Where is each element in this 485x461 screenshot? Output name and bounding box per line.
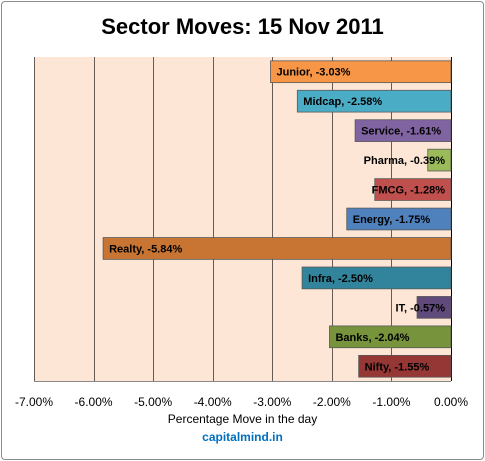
bar-infra xyxy=(301,266,452,290)
x-axis-title: Percentage Move in the day xyxy=(167,412,318,426)
data-label-junior: Junior, -3.03% xyxy=(276,67,350,79)
x-tick-label: -3.00% xyxy=(253,395,291,409)
bar-energy xyxy=(346,207,452,231)
x-tick-label: -7.00% xyxy=(15,395,53,409)
bar-nifty xyxy=(358,354,452,378)
data-label-energy: Energy, -1.75% xyxy=(353,214,431,226)
bar-fmcg xyxy=(374,178,452,201)
data-label-infra: Infra, -2.50% xyxy=(308,273,373,285)
data-label-fmcg: FMCG, -1.28% xyxy=(372,185,446,197)
x-tick-label: 0.00% xyxy=(434,395,468,409)
data-label-pharma: Pharma, -0.39% xyxy=(364,155,446,167)
data-label-realty: Realty, -5.84% xyxy=(109,243,182,255)
data-label-banks: Banks, -2.04% xyxy=(335,332,409,344)
bar-midcap xyxy=(296,89,452,113)
x-tick-label: -5.00% xyxy=(134,395,172,409)
x-axis-ticks: -7.00% -6.00% -5.00% -4.00% -3.00% -2.00% -1.0… xyxy=(15,395,468,409)
x-tick-label: -2.00% xyxy=(313,395,351,409)
x-tick-label: -4.00% xyxy=(194,395,232,409)
bar-pharma xyxy=(427,148,452,172)
x-tick-label: -1.00% xyxy=(372,395,410,409)
bar-realty xyxy=(102,237,452,260)
chart-title: Sector Moves: 15 Nov 2011 xyxy=(101,14,384,39)
data-label-service: Service, -1.61% xyxy=(361,126,441,138)
bar-service xyxy=(354,119,452,142)
watermark: capitalmind.in xyxy=(202,430,283,444)
bars xyxy=(102,60,452,378)
data-label-nifty: Nifty, -1.55% xyxy=(365,361,430,373)
data-label-midcap: Midcap, -2.58% xyxy=(303,96,382,108)
bar-junior xyxy=(270,60,452,84)
data-label-it: IT, -0.57% xyxy=(395,302,445,314)
data-labels: Junior, -3.03% Midcap, -2.58% Service, -1.… xyxy=(109,67,445,374)
bar-it xyxy=(416,296,452,319)
x-tick-label: -6.00% xyxy=(75,395,113,409)
bar-banks xyxy=(329,325,452,349)
